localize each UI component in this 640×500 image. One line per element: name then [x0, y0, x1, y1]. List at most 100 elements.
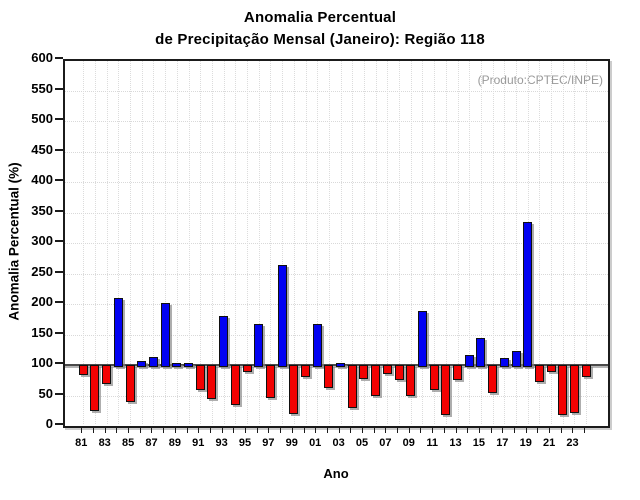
x-axis-title: Ano: [323, 466, 349, 481]
x-tick-1983: [104, 428, 106, 433]
v-gridline-1987: [153, 61, 155, 424]
bar-2024: [581, 365, 591, 377]
bar-2017: [499, 357, 509, 367]
bar-1996: [254, 323, 264, 367]
v-gridline-1996: [258, 61, 260, 424]
h-gridline-300: [65, 243, 608, 244]
x-tick-label-03: 03: [332, 437, 345, 449]
v-gridline-2004: [352, 61, 354, 424]
bar-2008: [394, 365, 404, 381]
x-tick-1996: [256, 428, 258, 433]
y-tick-600: [55, 57, 63, 59]
bar-1990: [184, 363, 194, 367]
y-tick-50: [55, 392, 63, 395]
x-tick-2023: [572, 428, 574, 433]
x-tick-label-23: 23: [566, 437, 579, 449]
x-tick-1989: [174, 428, 176, 433]
chart-title-line1: Anomalia Percentual: [243, 9, 397, 26]
h-gridline-350: [65, 212, 608, 214]
v-gridline-2001: [317, 61, 319, 424]
v-gridline-1995: [247, 61, 249, 424]
x-tick-1993: [221, 428, 223, 433]
h-gridline-450: [65, 151, 608, 153]
bar-2014: [464, 355, 474, 367]
bar-1986: [137, 360, 147, 367]
v-gridline-1988: [165, 61, 167, 424]
v-gridline-1981: [83, 61, 85, 424]
bar-2007: [382, 365, 392, 374]
x-tick-2008: [397, 428, 399, 433]
x-tick-2022: [560, 428, 562, 433]
y-tick-200: [55, 301, 63, 303]
x-tick-1981: [81, 428, 83, 433]
v-gridline-1994: [235, 61, 237, 424]
bar-1981: [78, 365, 88, 375]
v-gridline-1998: [282, 61, 284, 424]
x-tick-1995: [245, 428, 247, 433]
bar-2020: [534, 365, 544, 382]
v-gridline-2005: [363, 61, 365, 424]
y-tick-label-150: 150: [31, 324, 53, 340]
x-tick-1997: [268, 428, 270, 433]
x-tick-2021: [549, 428, 551, 433]
x-tick-1986: [139, 428, 141, 433]
h-gridline-150: [65, 334, 608, 336]
bar-2000: [301, 365, 310, 378]
h-gridline-400: [65, 182, 608, 183]
bar-1985: [125, 365, 135, 402]
y-tick-150: [55, 331, 63, 334]
bar-2022: [558, 365, 568, 416]
x-tick-label-19: 19: [519, 437, 532, 449]
x-tick-1990: [186, 428, 188, 433]
v-gridline-1983: [106, 61, 108, 424]
bar-1998: [277, 264, 287, 367]
v-gridline-1990: [188, 61, 190, 424]
bar-2010: [417, 311, 427, 367]
x-tick-label-97: 97: [262, 437, 275, 449]
v-gridline-2024: [586, 61, 588, 424]
v-gridline-1984: [118, 61, 120, 424]
x-tick-2004: [350, 428, 352, 433]
x-tick-2006: [373, 428, 375, 433]
x-tick-label-11: 11: [426, 437, 438, 449]
v-gridline-1989: [176, 61, 178, 424]
bar-1993: [219, 316, 229, 367]
x-tick-1988: [163, 428, 165, 433]
v-gridline-2012: [445, 61, 447, 424]
x-tick-label-13: 13: [449, 437, 462, 449]
x-tick-label-91: 91: [192, 437, 205, 449]
v-gridline-2015: [480, 61, 482, 424]
x-tick-2014: [467, 428, 469, 433]
x-tick-label-99: 99: [285, 437, 298, 449]
x-tick-label-89: 89: [168, 437, 181, 449]
v-gridline-2003: [340, 61, 342, 424]
x-tick-label-15: 15: [472, 437, 486, 449]
h-gridline-550: [65, 90, 608, 92]
x-tick-2005: [361, 428, 363, 433]
bar-2012: [441, 365, 451, 415]
x-tick-1984: [116, 428, 118, 433]
x-tick-2002: [326, 428, 328, 433]
bar-1988: [160, 303, 170, 367]
x-tick-label-05: 05: [355, 437, 369, 449]
y-tick-550: [55, 87, 63, 90]
y-tick-400: [55, 179, 63, 181]
v-gridline-2022: [562, 61, 564, 424]
bar-2011: [429, 365, 439, 390]
x-tick-label-07: 07: [379, 437, 392, 449]
bar-2001: [312, 324, 322, 367]
x-tick-2024: [584, 428, 586, 433]
bar-1992: [207, 365, 217, 399]
y-tick-label-0: 0: [45, 416, 53, 431]
y-tick-label-200: 200: [31, 294, 53, 309]
v-gridline-2017: [504, 61, 506, 424]
v-gridline-2020: [539, 61, 541, 424]
y-tick-300: [55, 240, 63, 242]
bar-1995: [242, 365, 252, 372]
x-tick-2013: [455, 428, 457, 433]
v-gridline-1985: [130, 61, 132, 424]
y-tick-450: [55, 148, 63, 151]
v-gridline-2000: [305, 61, 307, 424]
x-tick-label-93: 93: [215, 437, 228, 449]
